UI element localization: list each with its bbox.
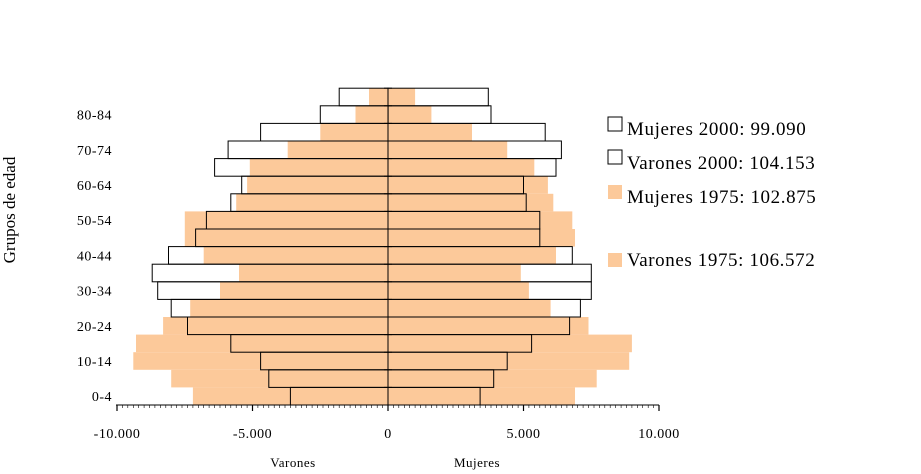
bar-mujeres-1975-15-19 xyxy=(388,334,632,353)
legend-item-mujeres-2000: Mujeres 2000: 99.090 xyxy=(607,116,806,140)
legend-swatch-mujeres-2000 xyxy=(607,116,623,132)
legend-label-varones-1975: Varones 1975: 106.572 xyxy=(627,250,815,271)
legend-label-mujeres-1975: Mujeres 1975: 102.875 xyxy=(627,187,816,208)
bar-mujeres-1975-0-4 xyxy=(388,387,575,405)
y-tick-label: 70-74 xyxy=(77,144,112,159)
x-axis-label-left: Varones xyxy=(270,455,315,470)
bar-varones-1975-70-74 xyxy=(287,141,388,159)
legend-swatch-varones-1975 xyxy=(608,253,622,267)
legend-label-mujeres-2000: Mujeres 2000: 99.090 xyxy=(627,119,806,140)
legend-item-varones-2000: Varones 2000: 104.153 xyxy=(607,149,815,174)
bar-mujeres-1975-5-9 xyxy=(388,369,597,388)
legend-label-varones-2000: Varones 2000: 104.153 xyxy=(627,153,815,174)
bar-mujeres-1975-65-69 xyxy=(388,158,535,177)
bar-varones-1975-50-54 xyxy=(184,211,389,229)
bar-varones-1975-60-64 xyxy=(247,176,388,194)
bar-mujeres-1975-30-34 xyxy=(388,281,529,300)
bar-mujeres-1975-75-79 xyxy=(388,123,472,141)
bar-mujeres-1975-55-59 xyxy=(388,193,554,212)
y-tick-label: 0-4 xyxy=(92,390,112,405)
legend-swatch-mujeres-1975 xyxy=(608,185,622,199)
axes-layer xyxy=(116,87,660,411)
y-tick-label: 60-64 xyxy=(77,179,112,194)
legend-item-mujeres-1975: Mujeres 1975: 102.875 xyxy=(608,185,816,208)
y-tick-label: 80-84 xyxy=(77,109,112,124)
y-tick-labels: 0-4 10-14 20-24 30-34 40-44 50-54 60-64 70-74 80… xyxy=(77,109,112,406)
bar-mujeres-1975-25-29 xyxy=(388,299,551,317)
bar-mujeres-1975-85+ xyxy=(388,88,416,106)
y-tick-label: 20-24 xyxy=(77,320,112,335)
bar-varones-1975-25-29 xyxy=(190,299,388,317)
bar-mujeres-1975-20-24 xyxy=(388,317,589,335)
y-tick-label: 50-54 xyxy=(77,214,112,229)
bar-mujeres-1975-45-49 xyxy=(388,229,575,247)
bar-varones-1975-80-84 xyxy=(355,105,388,124)
bar-mujeres-1975-70-74 xyxy=(388,141,508,159)
bar-mujeres-1975-50-54 xyxy=(388,211,573,229)
bar-varones-1975-35-39 xyxy=(239,264,388,282)
bar-varones-1975-30-34 xyxy=(220,281,388,300)
bar-mujeres-1975-10-14 xyxy=(388,352,630,370)
bar-varones-1975-5-9 xyxy=(171,369,388,388)
x-tick-label: 5.000 xyxy=(507,427,541,442)
bar-varones-1975-45-49 xyxy=(184,229,389,247)
bar-mujeres-1975-40-44 xyxy=(388,246,556,265)
y-axis-title: Grupos de edad xyxy=(0,156,19,263)
x-tick-labels: -10.000 -5.000 0 5.000 10.000 xyxy=(94,427,680,442)
bar-mujeres-1975-60-64 xyxy=(388,176,548,194)
bar-varones-1975-65-69 xyxy=(249,158,388,177)
legend-item-varones-1975: Varones 1975: 106.572 xyxy=(608,250,815,271)
x-axis-label-right: Mujeres xyxy=(454,455,500,470)
bar-varones-1975-85+ xyxy=(369,88,388,106)
bar-varones-1975-20-24 xyxy=(163,317,388,335)
x-tick-label: -5.000 xyxy=(233,427,272,442)
bars-1975-layer xyxy=(133,88,632,405)
y-tick-label: 30-34 xyxy=(77,285,112,300)
x-tick-label: -10.000 xyxy=(94,427,141,442)
x-tick-label: 0 xyxy=(384,427,392,442)
bar-varones-1975-40-44 xyxy=(203,246,388,265)
x-tick-label: 10.000 xyxy=(638,427,680,442)
bar-varones-1975-55-59 xyxy=(236,193,388,212)
legend-swatch-varones-2000 xyxy=(607,149,623,165)
bar-mujeres-1975-80-84 xyxy=(388,105,432,124)
y-tick-label: 40-44 xyxy=(77,249,112,264)
bar-varones-1975-75-79 xyxy=(320,123,389,141)
bar-mujeres-1975-35-39 xyxy=(388,264,521,282)
y-tick-label: 10-14 xyxy=(77,355,112,370)
legend: Mujeres 2000: 99.090 Varones 2000: 104.1… xyxy=(607,116,816,271)
bar-varones-1975-15-19 xyxy=(136,334,388,353)
